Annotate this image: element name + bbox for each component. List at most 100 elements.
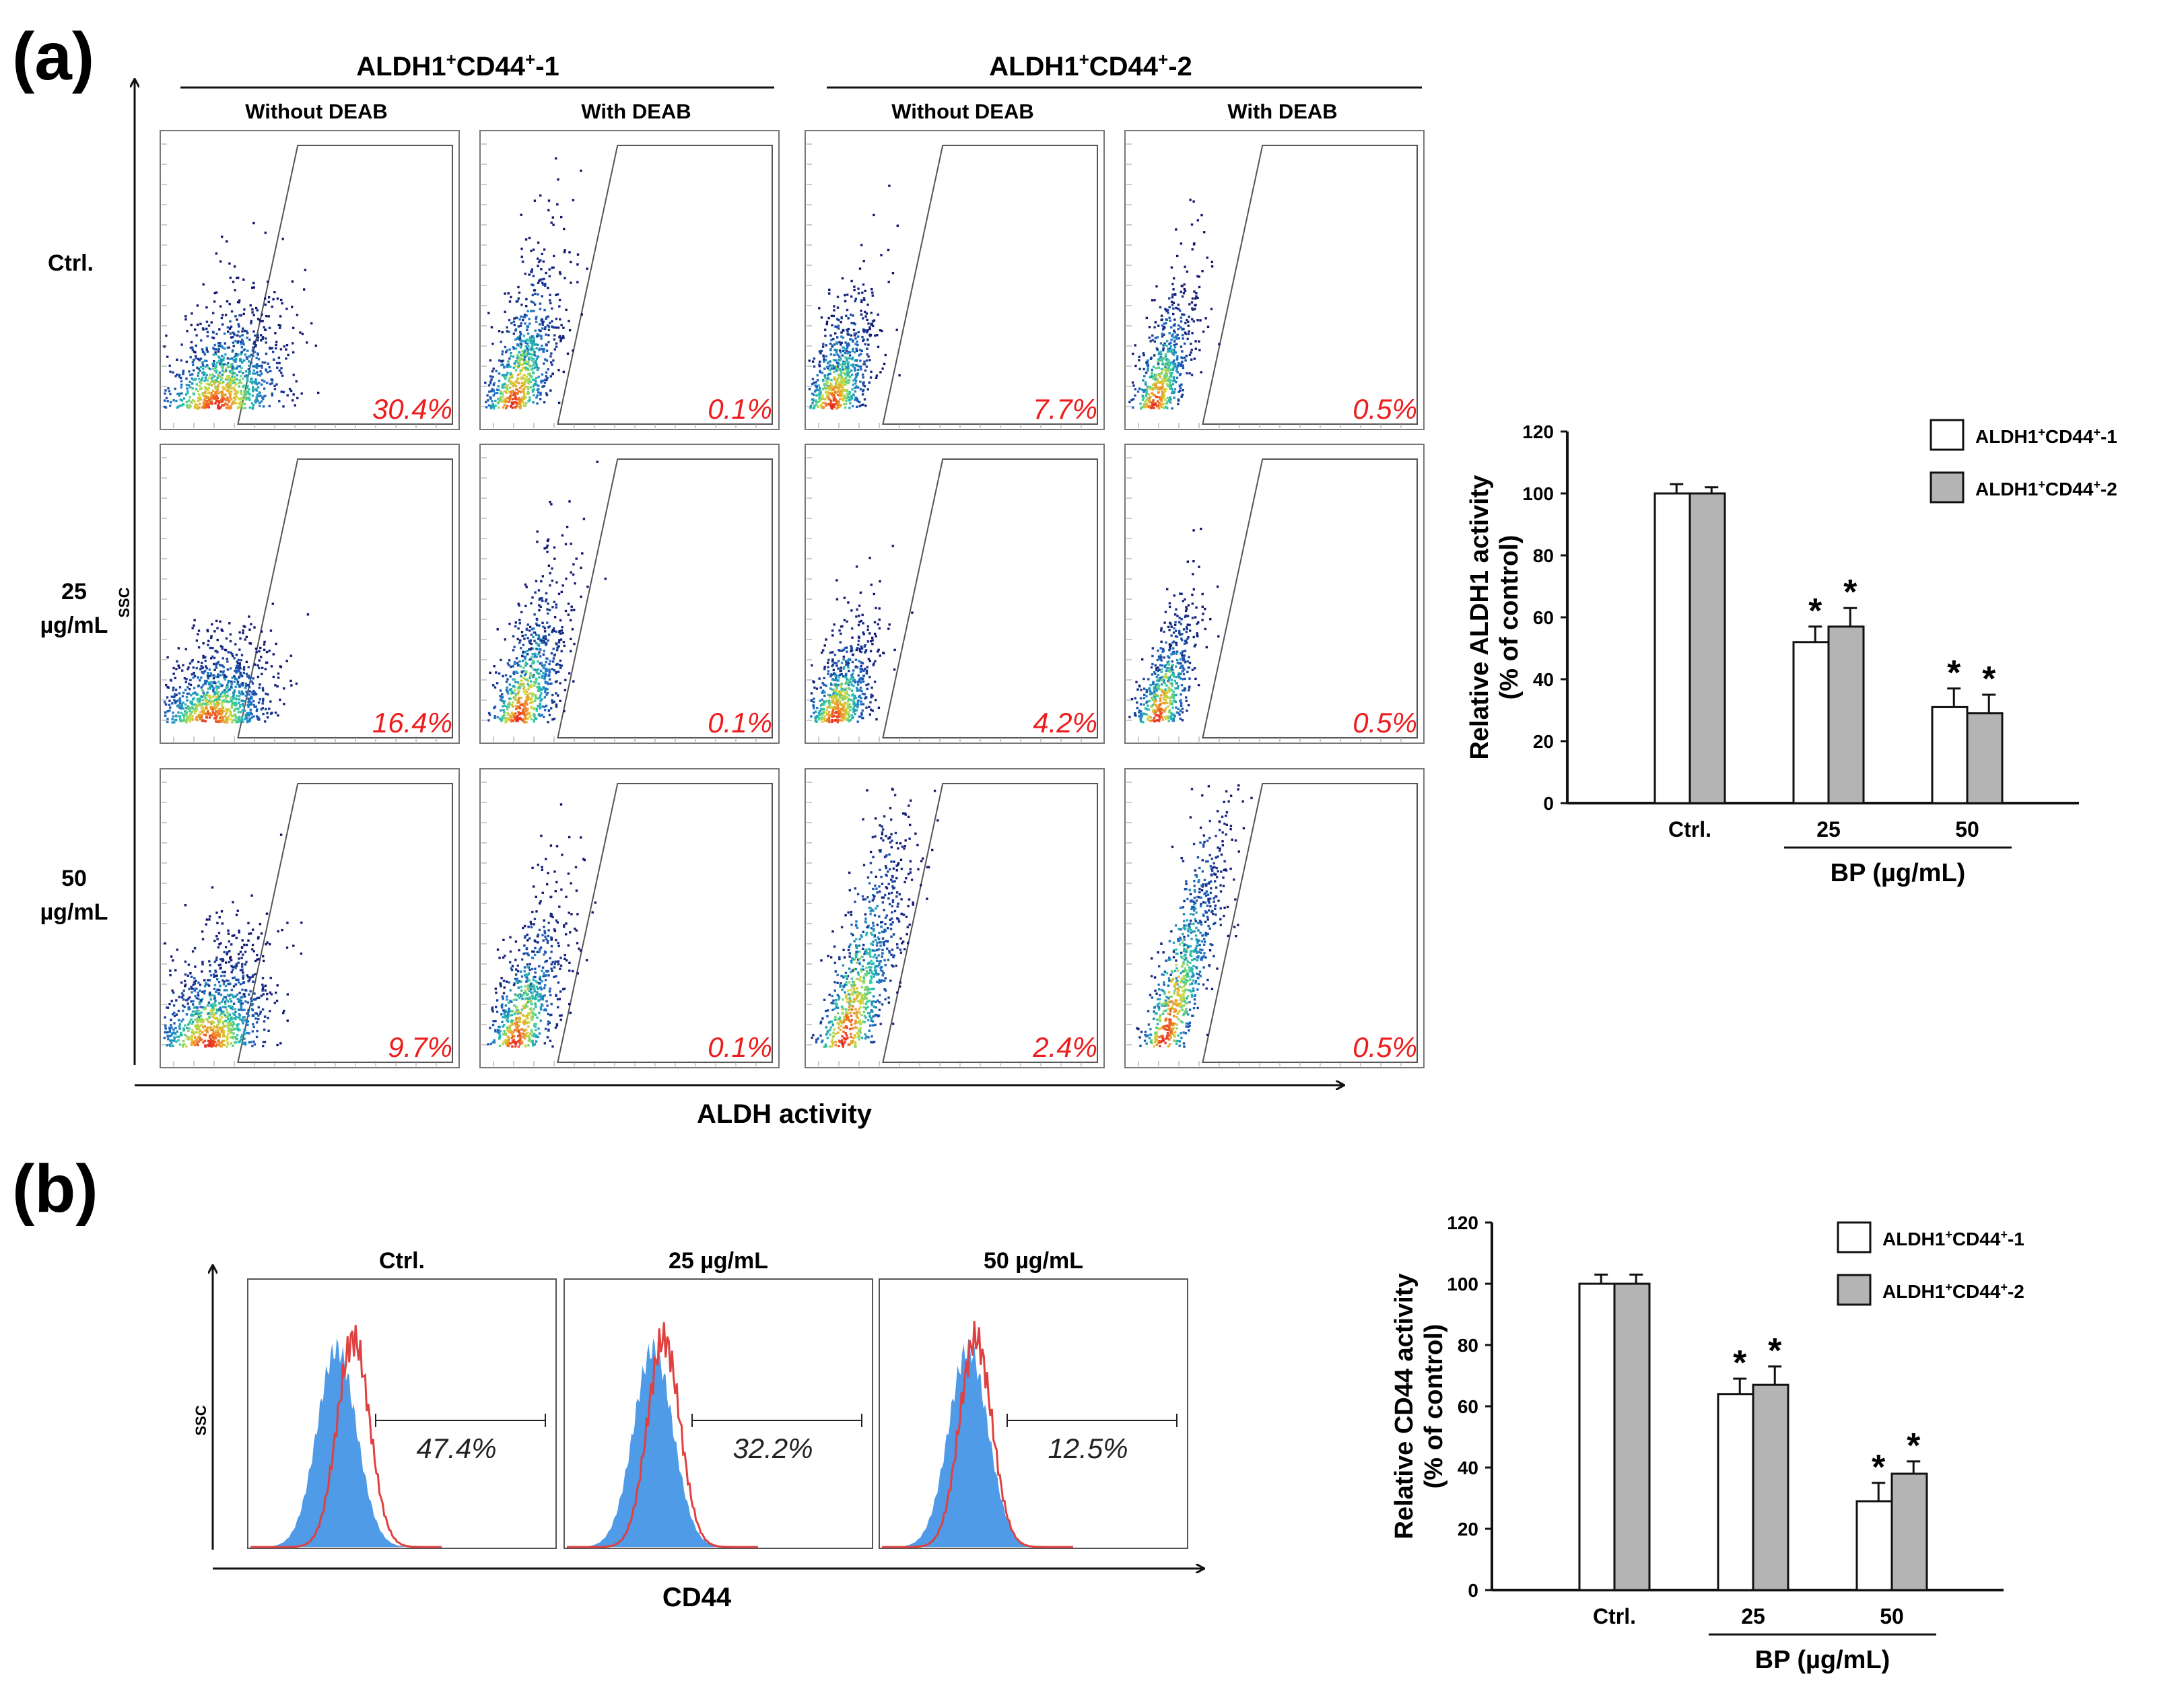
gate-percentage: 16.4% — [372, 707, 452, 738]
histogram-1: 47.4% Ctrl. — [247, 1248, 557, 1549]
significance-star: * — [1872, 1448, 1886, 1487]
gate-region — [237, 458, 453, 738]
x-tick-label: 25 — [1741, 1604, 1765, 1628]
y-tick-label: 80 — [1533, 545, 1554, 566]
legend-label-1: ALDH1+CD44+-1 — [1882, 1228, 2024, 1249]
scatter-events — [1136, 784, 1253, 1048]
dotplot-r3-c2: 0.1% — [479, 768, 780, 1068]
bar-1-2 — [1717, 1393, 1754, 1591]
bar-2-3 — [1966, 712, 2004, 804]
histogram-percentage: 12.5% — [1048, 1433, 1128, 1464]
scatter-events — [811, 788, 939, 1048]
isotype-control-histogram — [882, 1338, 1036, 1547]
y-tick-label: 0 — [1543, 793, 1554, 814]
subcol-label-1: Without DEAB — [245, 100, 388, 123]
histogram-2: 32.2% 25 µg/mL — [564, 1248, 873, 1549]
histogram-percentage: 32.2% — [732, 1433, 813, 1464]
dotplot-r3-c4: 0.5% — [1124, 768, 1425, 1068]
histogram-3: 12.5% 50 µg/mL — [879, 1248, 1188, 1549]
gate-region — [882, 458, 1098, 738]
cd44-bar-chart: 0 20 40 60 80 100 120 Relative CD44 activity (% … — [1390, 1212, 2024, 1674]
y-axis-label: Relative CD44 activity — [1390, 1274, 1419, 1540]
dotplot-frame — [805, 444, 1105, 744]
gate-percentage: 0.1% — [708, 393, 772, 425]
gate-percentage: 2.4% — [1032, 1031, 1097, 1063]
cd44-histogram-curve — [250, 1324, 442, 1548]
y-axis-label-unit: (% of control) — [1420, 1324, 1448, 1489]
legend-swatch-1 — [1930, 419, 1965, 451]
scatter-events — [163, 221, 320, 410]
dotplot-frame — [1124, 768, 1425, 1068]
significance-star: * — [1843, 573, 1857, 612]
dotplot-r1-c4: 0.5% — [1124, 130, 1425, 430]
isotype-control-histogram — [567, 1338, 721, 1547]
gate-percentage: 0.5% — [1353, 1031, 1417, 1063]
gate-region — [882, 783, 1098, 1063]
row-label-50: 50 — [61, 866, 87, 891]
bar-1-3 — [1931, 705, 1969, 804]
row-label-50-unit: µg/mL — [40, 899, 108, 925]
y-tick-label: 0 — [1468, 1580, 1478, 1601]
significance-star: * — [1982, 660, 1996, 699]
group-1-title: ALDH1+CD44+-1 — [356, 49, 559, 81]
gate-region — [237, 145, 453, 425]
aldh1-bar-chart: 0 20 40 60 80 100 120 Relative ALDH1 activity (%… — [1466, 419, 2117, 887]
dotplot-r1-c2: 0.1% — [479, 130, 780, 430]
bar-1-1 — [1578, 1282, 1616, 1591]
significance-star: * — [1808, 592, 1822, 631]
scatter-events — [810, 545, 914, 724]
gate-percentage: 30.4% — [372, 393, 452, 425]
gate-region — [1202, 145, 1418, 425]
dotplot-frame — [160, 130, 460, 430]
y-tick-label: 60 — [1533, 607, 1554, 628]
legend-swatch-2 — [1837, 1274, 1872, 1306]
legend-label-1: ALDH1+CD44+-1 — [1975, 425, 2117, 447]
gate-percentage: 0.1% — [708, 1031, 772, 1063]
cd44-histogram-row: 47.4% Ctrl. 32.2% 25 µg/mL 12.5% 50 µg/mL — [247, 1248, 1188, 1549]
histogram-title: 25 µg/mL — [669, 1248, 768, 1274]
subcol-label-3: Without DEAB — [891, 100, 1034, 123]
scatter-events — [1128, 199, 1221, 410]
panel-a-x-axis-label: ALDH activity — [697, 1099, 873, 1129]
x-tick-label: 50 — [1955, 817, 1979, 841]
gate-region — [1202, 783, 1418, 1063]
panel-a-y-axis-label: SSC — [116, 587, 133, 617]
legend-swatch-1 — [1837, 1221, 1872, 1253]
dotplot-frame — [479, 768, 780, 1068]
dotplot-frame — [160, 444, 460, 744]
bar-2-1 — [1688, 492, 1726, 804]
panel-b-label: (b) — [12, 1151, 98, 1227]
histogram-frame — [247, 1278, 557, 1549]
y-tick-label: 100 — [1447, 1274, 1478, 1295]
y-tick-label: 20 — [1533, 731, 1554, 752]
histogram-frame — [564, 1278, 873, 1549]
y-tick-label: 40 — [1533, 669, 1554, 690]
panel-b-y-axis-label: SSC — [193, 1405, 209, 1435]
dotplot-frame — [479, 444, 780, 744]
scatter-events — [484, 157, 588, 410]
x-tick-label: Ctrl. — [1668, 817, 1711, 841]
x-tick-label: Ctrl. — [1593, 1604, 1636, 1628]
significance-star: * — [1733, 1344, 1747, 1383]
y-tick-label: 80 — [1458, 1335, 1478, 1356]
scatter-events — [487, 803, 596, 1048]
isotype-control-histogram — [250, 1338, 405, 1547]
y-axis-label-unit: (% of control) — [1495, 535, 1524, 700]
row-label-25-unit: µg/mL — [40, 613, 108, 638]
significance-star: * — [1768, 1332, 1782, 1371]
gate-region — [882, 145, 1098, 425]
legend: ALDH1+CD44+-1 ALDH1+CD44+-2 — [1930, 419, 2117, 504]
y-tick-label: 100 — [1522, 483, 1554, 504]
dotplot-frame — [1124, 444, 1425, 744]
bar-2-2 — [1827, 625, 1865, 804]
bar-2-1 — [1613, 1282, 1651, 1591]
bar-1-1 — [1653, 492, 1691, 804]
histogram-percentage: 47.4% — [416, 1433, 496, 1464]
group-header-2: ALDH1+CD44+-2 — [827, 49, 1422, 89]
legend-label-2: ALDH1+CD44+-2 — [1882, 1280, 2024, 1302]
dotplot-r2-c3: 4.2% — [805, 444, 1105, 744]
bar-1-2 — [1792, 641, 1830, 804]
subcol-label-2: With DEAB — [581, 100, 691, 123]
cd44-histogram-curve — [567, 1322, 758, 1548]
